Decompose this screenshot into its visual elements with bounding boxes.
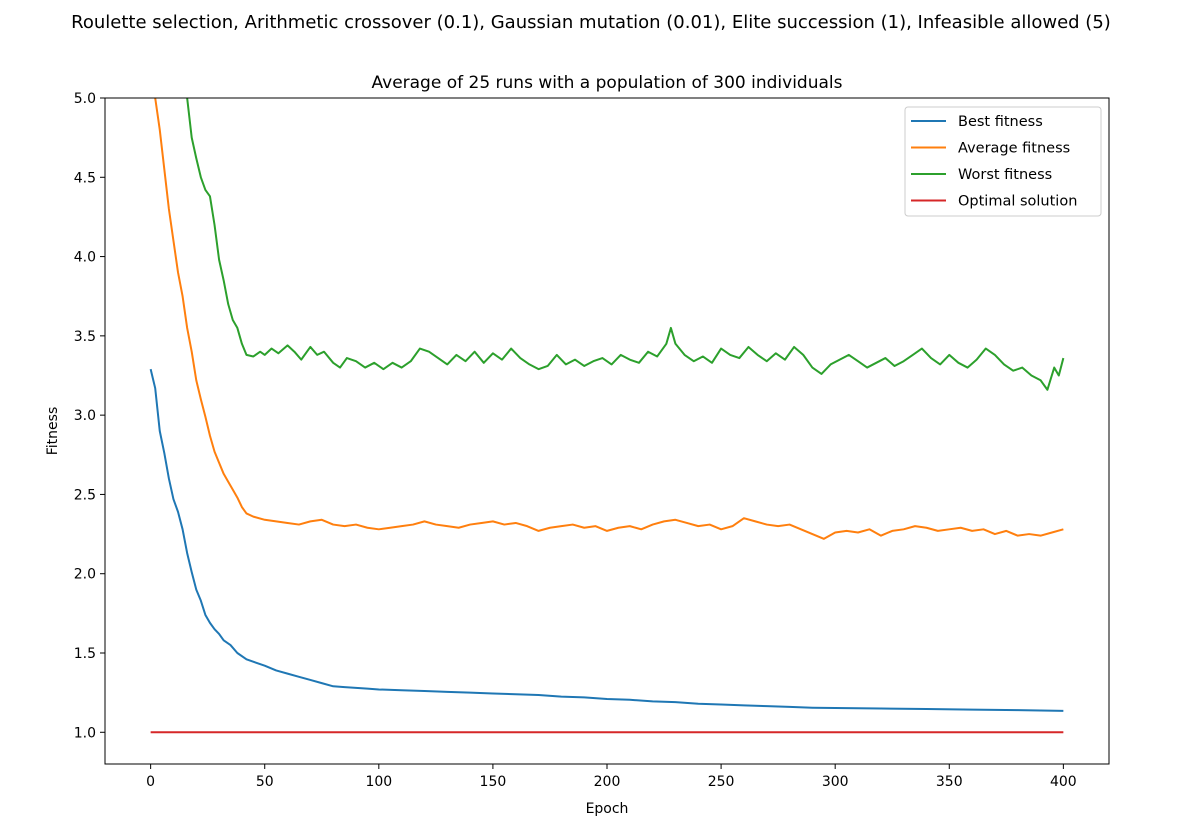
y-tick-label: 2.0 <box>74 567 96 583</box>
x-axis-label: Epoch <box>586 801 629 817</box>
chart-title: Average of 25 runs with a population of … <box>372 73 843 93</box>
x-tick-label: 150 <box>480 774 507 790</box>
y-tick-label: 1.0 <box>74 725 96 741</box>
series-layer <box>149 98 1065 734</box>
x-tick-label: 0 <box>146 774 155 790</box>
x-axis: 0 50 100 150 200 250 300 350 400 <box>146 764 1077 790</box>
y-tick-label: 3.5 <box>74 329 96 345</box>
x-tick-label: 300 <box>822 774 849 790</box>
x-tick-label: 400 <box>1050 774 1077 790</box>
legend-label: Worst fitness <box>958 167 1052 183</box>
legend-label: Optimal solution <box>958 194 1077 210</box>
series-line-2 <box>186 98 1065 391</box>
series-line-1 <box>154 98 1064 540</box>
chart-suptitle: Roulette selection, Arithmetic crossover… <box>71 12 1111 33</box>
y-axis-label: Fitness <box>45 407 61 456</box>
y-tick-label: 2.5 <box>74 487 96 503</box>
y-tick-label: 4.5 <box>74 170 96 186</box>
x-tick-label: 50 <box>256 774 274 790</box>
y-tick-label: 1.5 <box>74 646 96 662</box>
x-tick-label: 200 <box>594 774 621 790</box>
y-axis: 1.0 1.5 2.0 2.5 3.0 3.5 4.0 4.5 5.0 <box>74 91 105 741</box>
x-tick-label: 100 <box>365 774 392 790</box>
legend-label: Best fitness <box>958 114 1043 130</box>
legend-box <box>904 106 1102 217</box>
y-tick-label: 5.0 <box>74 91 96 107</box>
y-tick-label: 3.0 <box>74 408 96 424</box>
x-tick-label: 350 <box>936 774 963 790</box>
legend: Best fitness Average fitness Worst fitness… <box>904 106 1102 217</box>
legend-label: Average fitness <box>958 141 1070 157</box>
y-tick-label: 4.0 <box>74 250 96 266</box>
x-tick-label: 250 <box>708 774 735 790</box>
series-line-0 <box>149 368 1064 712</box>
